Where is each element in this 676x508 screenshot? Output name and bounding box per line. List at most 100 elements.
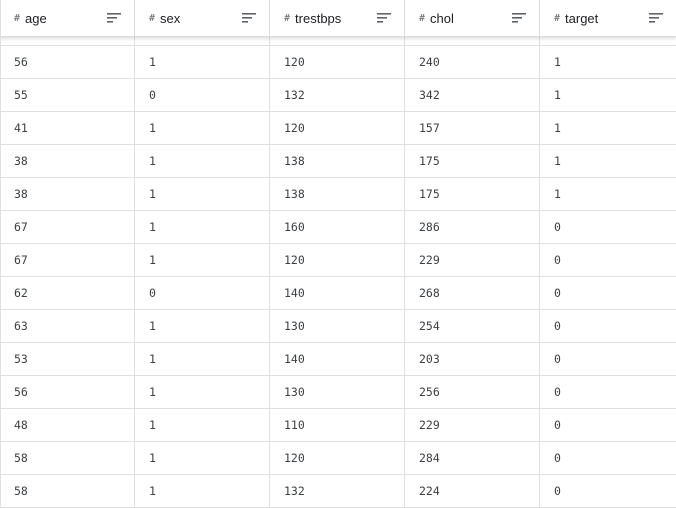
table-cell-age: 53 xyxy=(0,343,135,375)
table-cell-target: 0 xyxy=(554,319,561,333)
table-cell-sex: 1 xyxy=(135,409,270,441)
table-row[interactable]: 55 0 132 342 1 xyxy=(0,79,676,112)
sort-lines-icon[interactable] xyxy=(648,12,664,24)
table-row[interactable]: 58 1 120 284 0 xyxy=(0,442,676,475)
column-header-sex[interactable]: # sex xyxy=(135,0,270,36)
table-row[interactable]: 58 1 132 224 0 xyxy=(0,475,676,508)
table-cell-target: 0 xyxy=(554,451,561,465)
table-cell-sex: 1 xyxy=(135,310,270,342)
table-cell-age: 38 xyxy=(0,178,135,210)
table-cell-chol: 286 xyxy=(405,211,540,243)
table-row[interactable]: 67 1 120 229 0 xyxy=(0,244,676,277)
table-cell-age: 38 xyxy=(0,145,135,177)
table-cell-sex: 1 xyxy=(135,178,270,210)
table-cell-sex: 1 xyxy=(135,376,270,408)
table-cell-trestbps: 138 xyxy=(270,145,405,177)
table-row[interactable]: 56 1 120 240 1 xyxy=(0,46,676,79)
table-cell-trestbps: 130 xyxy=(270,310,405,342)
table-row[interactable]: 62 0 140 268 0 xyxy=(0,277,676,310)
numeric-type-icon: # xyxy=(419,12,426,24)
column-label: sex xyxy=(160,10,181,26)
table-cell-target: 1 xyxy=(554,154,561,168)
table-cell xyxy=(405,37,540,45)
sort-lines-icon[interactable] xyxy=(106,12,122,24)
table-cell-chol: 229 xyxy=(405,244,540,276)
table-row[interactable]: 41 1 120 157 1 xyxy=(0,112,676,145)
table-cell-age: 58 xyxy=(0,442,135,474)
table-row[interactable]: 56 1 130 256 0 xyxy=(0,376,676,409)
table-row[interactable]: 38 1 138 175 1 xyxy=(0,178,676,211)
table-cell xyxy=(540,37,676,45)
table-cell-trestbps: 120 xyxy=(270,46,405,78)
table-cell-trestbps: 130 xyxy=(270,376,405,408)
table-cell-age: 67 xyxy=(0,211,135,243)
table-cell-trestbps: 110 xyxy=(270,409,405,441)
table-cell-sex: 1 xyxy=(135,343,270,375)
table-cell-chol: 268 xyxy=(405,277,540,309)
table-cell xyxy=(135,37,270,45)
numeric-type-icon: # xyxy=(14,12,21,24)
table-cell-age: 56 xyxy=(0,376,135,408)
table-cell-age: 48 xyxy=(0,409,135,441)
table-cell-target: 0 xyxy=(554,253,561,267)
table-cell-trestbps: 140 xyxy=(270,277,405,309)
column-header-target[interactable]: # target xyxy=(540,0,676,36)
table-cell-chol: 284 xyxy=(405,442,540,474)
table-cell-target: 1 xyxy=(554,187,561,201)
table-cell-chol: 240 xyxy=(405,46,540,78)
scrolled-row-remnant xyxy=(0,37,676,46)
column-label: age xyxy=(25,10,47,26)
table-cell-trestbps: 120 xyxy=(270,442,405,474)
table-cell-chol: 224 xyxy=(405,475,540,507)
table-cell-sex: 1 xyxy=(135,244,270,276)
column-header-trestbps[interactable]: # trestbps xyxy=(270,0,405,36)
table-cell-trestbps: 120 xyxy=(270,244,405,276)
table-cell-age: 58 xyxy=(0,475,135,507)
table-cell-sex: 0 xyxy=(135,79,270,111)
table-cell-trestbps: 120 xyxy=(270,112,405,144)
table-row[interactable]: 38 1 138 175 1 xyxy=(0,145,676,178)
table-cell-age: 62 xyxy=(0,277,135,309)
table-cell-age: 67 xyxy=(0,244,135,276)
numeric-type-icon: # xyxy=(149,12,156,24)
table-cell-sex: 1 xyxy=(135,475,270,507)
table-cell-sex: 1 xyxy=(135,46,270,78)
table-cell-sex: 0 xyxy=(135,277,270,309)
table-cell-age: 63 xyxy=(0,310,135,342)
sort-lines-icon[interactable] xyxy=(511,12,527,24)
table-cell xyxy=(270,37,405,45)
table-cell-age: 55 xyxy=(0,79,135,111)
table-body: 56 1 120 240 1 55 0 132 342 1 41 1 120 157 1 38 1 138 175 1… xyxy=(0,46,676,508)
table-cell xyxy=(0,37,135,45)
column-label: trestbps xyxy=(295,10,342,26)
table-cell-sex: 1 xyxy=(135,442,270,474)
table-cell-trestbps: 132 xyxy=(270,79,405,111)
table-cell-trestbps: 140 xyxy=(270,343,405,375)
sort-lines-icon[interactable] xyxy=(376,12,392,24)
table-cell-target: 1 xyxy=(554,88,561,102)
table-cell-target: 0 xyxy=(554,484,561,498)
table-cell-target: 0 xyxy=(554,352,561,366)
table-cell-target: 0 xyxy=(554,220,561,234)
table-row[interactable]: 48 1 110 229 0 xyxy=(0,409,676,442)
table-row[interactable]: 63 1 130 254 0 xyxy=(0,310,676,343)
numeric-type-icon: # xyxy=(554,12,561,24)
table-cell-chol: 175 xyxy=(405,178,540,210)
table-cell-target: 1 xyxy=(554,121,561,135)
column-label: target xyxy=(565,10,599,26)
table-cell-sex: 1 xyxy=(135,112,270,144)
column-header-age[interactable]: # age xyxy=(0,0,135,36)
table-row[interactable]: 67 1 160 286 0 xyxy=(0,211,676,244)
table-cell-chol: 256 xyxy=(405,376,540,408)
sort-lines-icon[interactable] xyxy=(241,12,257,24)
table-cell-chol: 229 xyxy=(405,409,540,441)
table-cell-chol: 203 xyxy=(405,343,540,375)
table-cell-trestbps: 138 xyxy=(270,178,405,210)
table-cell-chol: 342 xyxy=(405,79,540,111)
table-cell-sex: 1 xyxy=(135,145,270,177)
table-cell-age: 56 xyxy=(0,46,135,78)
table-row[interactable]: 53 1 140 203 0 xyxy=(0,343,676,376)
column-header-chol[interactable]: # chol xyxy=(405,0,540,36)
table-cell-target: 0 xyxy=(554,418,561,432)
table-cell-chol: 157 xyxy=(405,112,540,144)
